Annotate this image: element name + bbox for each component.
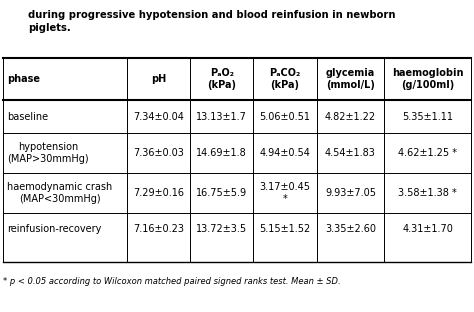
Text: 7.29±0.16: 7.29±0.16: [133, 188, 184, 198]
Text: piglets.: piglets.: [28, 23, 71, 33]
Text: haemodynamic crash
(MAP<30mmHg): haemodynamic crash (MAP<30mmHg): [7, 182, 112, 204]
Text: * p < 0.05 according to Wilcoxon matched paired signed ranks test. Mean ± SD.: * p < 0.05 according to Wilcoxon matched…: [3, 277, 341, 286]
Text: 4.54±1.83: 4.54±1.83: [325, 148, 376, 158]
Text: glycemia
(mmol/L): glycemia (mmol/L): [326, 68, 375, 90]
Text: PₐO₂
(kPa): PₐO₂ (kPa): [207, 68, 237, 90]
Text: 4.94±0.54: 4.94±0.54: [260, 148, 310, 158]
Text: 7.34±0.04: 7.34±0.04: [133, 111, 184, 121]
Text: 3.17±0.45
*: 3.17±0.45 *: [259, 182, 310, 204]
Text: 4.62±1.25 *: 4.62±1.25 *: [398, 148, 457, 158]
Text: hypotension
(MAP>30mmHg): hypotension (MAP>30mmHg): [7, 142, 89, 164]
Text: 3.58±1.38 *: 3.58±1.38 *: [398, 188, 457, 198]
Text: 4.31±1.70: 4.31±1.70: [402, 225, 453, 235]
Text: reinfusion-recovery: reinfusion-recovery: [7, 225, 101, 235]
Text: 7.36±0.03: 7.36±0.03: [133, 148, 184, 158]
Text: 5.06±0.51: 5.06±0.51: [259, 111, 310, 121]
Text: 5.35±1.11: 5.35±1.11: [402, 111, 453, 121]
Text: during progressive hypotension and blood reinfusion in newborn: during progressive hypotension and blood…: [28, 10, 395, 20]
Text: 4.82±1.22: 4.82±1.22: [325, 111, 376, 121]
Text: 9.93±7.05: 9.93±7.05: [325, 188, 376, 198]
Text: 3.35±2.60: 3.35±2.60: [325, 225, 376, 235]
Text: baseline: baseline: [7, 111, 48, 121]
Text: 13.13±1.7: 13.13±1.7: [196, 111, 247, 121]
Text: pH: pH: [151, 74, 166, 84]
Text: phase: phase: [7, 74, 40, 84]
Text: 5.15±1.52: 5.15±1.52: [259, 225, 310, 235]
Text: 16.75±5.9: 16.75±5.9: [196, 188, 247, 198]
Text: 13.72±3.5: 13.72±3.5: [196, 225, 247, 235]
Text: PₐCO₂
(kPa): PₐCO₂ (kPa): [269, 68, 301, 90]
Text: haemoglobin
(g/100ml): haemoglobin (g/100ml): [392, 68, 464, 90]
Text: 7.16±0.23: 7.16±0.23: [133, 225, 184, 235]
Text: 14.69±1.8: 14.69±1.8: [196, 148, 247, 158]
